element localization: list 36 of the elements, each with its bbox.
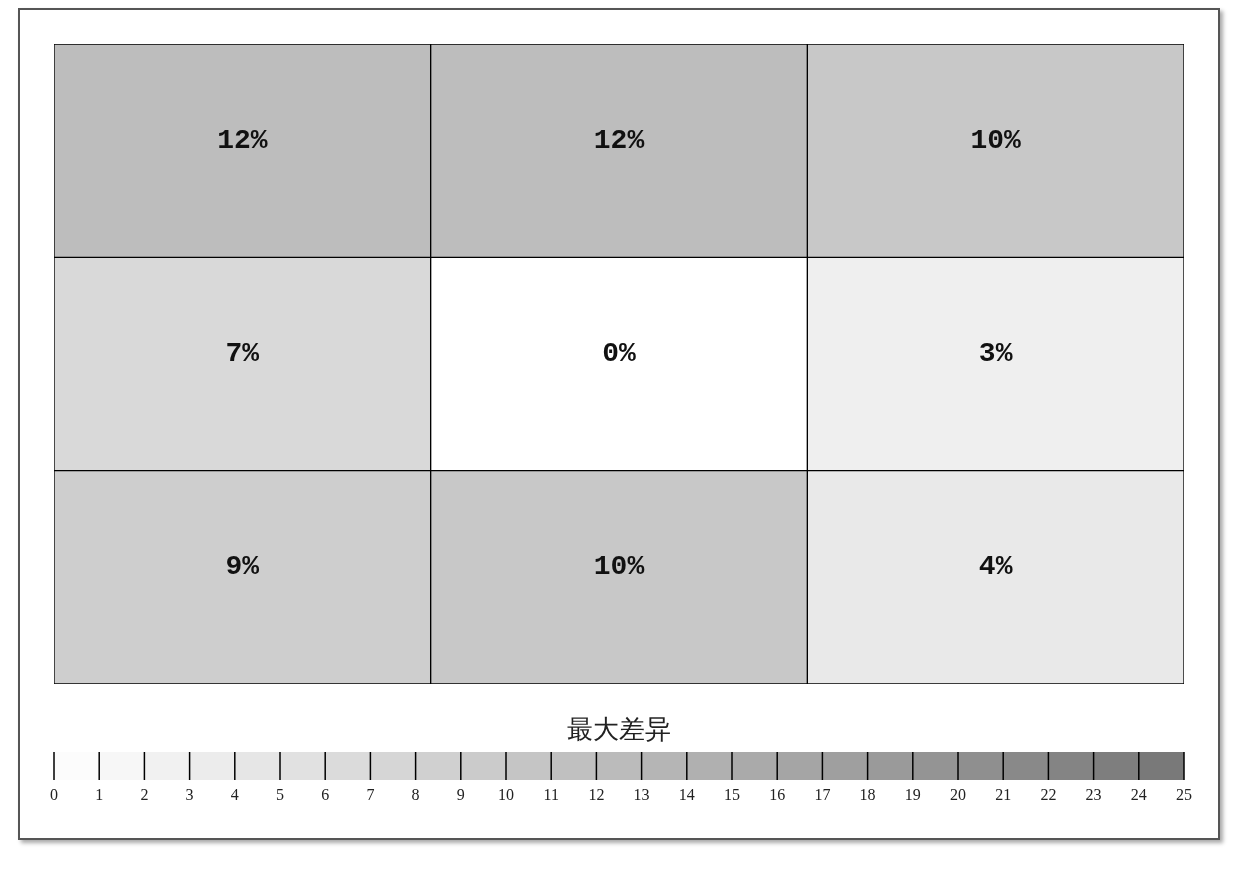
color-bar-label: 25 bbox=[1176, 786, 1192, 804]
color-bar-label: 2 bbox=[140, 786, 149, 804]
color-bar-label: 10 bbox=[498, 786, 514, 804]
color-bar-label: 16 bbox=[769, 786, 786, 804]
data-label: 10% bbox=[593, 551, 645, 583]
color-bar-label: 24 bbox=[1130, 786, 1147, 804]
color-bar-label: 0 bbox=[50, 786, 58, 804]
color-bar-label: 15 bbox=[724, 786, 740, 804]
color-bar-label: 21 bbox=[995, 786, 1012, 804]
color-bar-label: 8 bbox=[411, 786, 420, 804]
color-bar-label: 1 bbox=[95, 786, 104, 804]
data-label: 10% bbox=[970, 124, 1022, 156]
color-bar-title: 最大差异 bbox=[567, 713, 671, 744]
color-bar-label: 22 bbox=[1040, 786, 1057, 804]
data-label: 7% bbox=[225, 338, 260, 370]
color-bar-label: 4 bbox=[230, 786, 239, 804]
color-bar-label: 18 bbox=[859, 786, 876, 804]
data-label: 0% bbox=[602, 338, 636, 370]
color-bar-label: 23 bbox=[1085, 786, 1102, 804]
data-label: 12% bbox=[217, 124, 268, 156]
color-bar-label: 13 bbox=[633, 786, 650, 804]
data-label: 3% bbox=[978, 338, 1013, 370]
color-bar-label: 19 bbox=[904, 786, 921, 804]
color-bar-label: 20 bbox=[950, 786, 966, 804]
color-bar-label: 11 bbox=[543, 786, 559, 804]
color-bar-label: 12 bbox=[588, 786, 605, 804]
data-label: 12% bbox=[593, 124, 645, 156]
color-bar-label: 7 bbox=[366, 786, 375, 804]
color-bar-label: 6 bbox=[321, 786, 330, 804]
data-label: 4% bbox=[978, 551, 1013, 583]
color-bar-label: 5 bbox=[276, 786, 284, 804]
data-label: 9% bbox=[225, 551, 260, 583]
color-bar-label: 3 bbox=[185, 786, 194, 804]
color-bar-label: 9 bbox=[456, 786, 465, 804]
color-bar-label: 17 bbox=[814, 786, 831, 804]
color-bar-label: 14 bbox=[678, 786, 695, 804]
